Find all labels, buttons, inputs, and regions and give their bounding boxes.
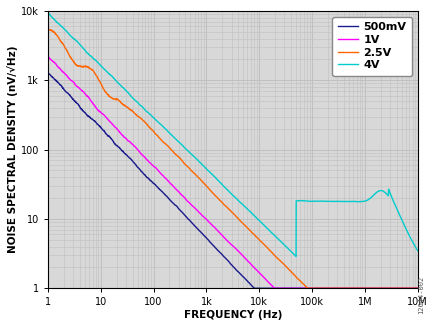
500mV	[186, 218, 191, 222]
1V	[266, 282, 272, 285]
2.5V	[186, 166, 191, 170]
Line: 500mV: 500mV	[48, 72, 417, 288]
4V	[45, 10, 50, 14]
500mV	[285, 286, 290, 290]
1V	[45, 55, 50, 59]
2.5V	[112, 97, 118, 101]
X-axis label: FREQUENCY (Hz): FREQUENCY (Hz)	[183, 310, 281, 320]
Y-axis label: NOISE SPECTRAL DENSITY (nV/√Hz): NOISE SPECTRAL DENSITY (nV/√Hz)	[7, 46, 18, 253]
500mV	[251, 286, 256, 290]
Line: 1V: 1V	[48, 57, 417, 288]
500mV	[321, 286, 326, 290]
1V	[271, 286, 276, 290]
2.5V	[266, 248, 272, 252]
4V	[112, 78, 118, 82]
1V	[112, 125, 118, 129]
4V	[186, 150, 191, 154]
500mV	[414, 286, 419, 290]
500mV	[45, 70, 50, 74]
1V	[349, 286, 354, 290]
500mV	[349, 286, 354, 290]
Legend: 500mV, 1V, 2.5V, 4V: 500mV, 1V, 2.5V, 4V	[332, 16, 411, 76]
4V	[293, 254, 298, 258]
4V	[349, 199, 354, 203]
2.5V	[45, 27, 50, 31]
1V	[285, 286, 290, 290]
500mV	[266, 286, 272, 290]
1V	[414, 286, 419, 290]
2.5V	[304, 286, 309, 290]
2.5V	[321, 286, 326, 290]
Line: 2.5V: 2.5V	[48, 29, 417, 288]
4V	[266, 229, 272, 233]
2.5V	[349, 286, 354, 290]
1V	[186, 200, 191, 204]
Text: 12644-002: 12644-002	[417, 276, 423, 314]
4V	[285, 247, 290, 251]
2.5V	[414, 286, 419, 290]
500mV	[112, 142, 118, 146]
1V	[321, 286, 326, 290]
Line: 4V: 4V	[48, 12, 417, 256]
2.5V	[285, 267, 290, 271]
4V	[321, 199, 326, 203]
4V	[414, 249, 419, 252]
